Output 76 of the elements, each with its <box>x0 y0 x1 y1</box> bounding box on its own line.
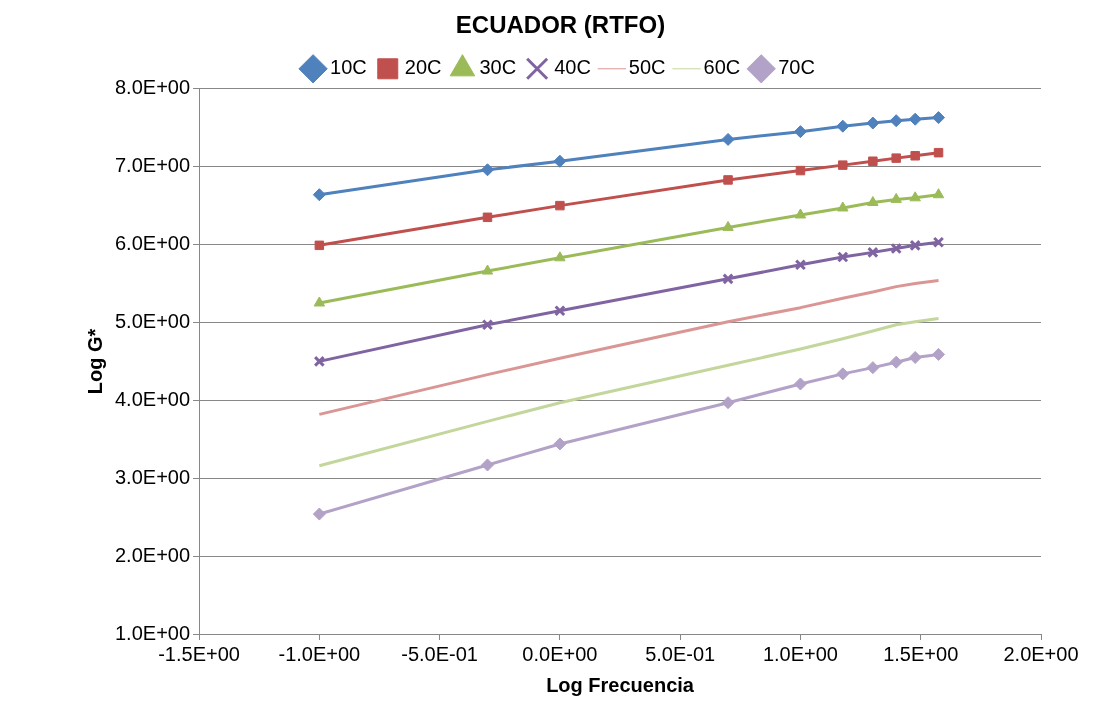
point <box>553 437 567 451</box>
x-tick-label: -1.5E+00 <box>158 642 240 665</box>
x-tick-label: 5.0E-01 <box>645 642 716 665</box>
point <box>890 242 902 255</box>
point <box>932 347 946 361</box>
point <box>933 147 944 158</box>
y-axis-title: Log G* <box>83 328 106 395</box>
point <box>795 165 806 176</box>
point <box>793 377 807 391</box>
x-tick-label: 2.0E+00 <box>1003 642 1079 665</box>
point <box>312 507 326 521</box>
point <box>868 156 878 166</box>
point <box>889 355 903 369</box>
point <box>836 367 850 381</box>
point <box>891 153 901 163</box>
point <box>908 112 922 126</box>
point <box>723 175 733 185</box>
point <box>867 196 879 207</box>
legend-label: 10C <box>330 56 367 79</box>
point <box>932 111 946 125</box>
point <box>481 319 494 331</box>
legend-label: 70C <box>778 56 815 79</box>
y-tick-label: 4.0E+00 <box>114 387 191 410</box>
point <box>836 119 850 133</box>
x-axis-title: Log Frecuencia <box>546 673 695 696</box>
y-tick-label: 5.0E+00 <box>114 309 191 332</box>
y-tick-label: 7.0E+00 <box>114 154 191 177</box>
point <box>553 154 567 168</box>
point <box>866 116 880 130</box>
x-tick-label: 0.0E+00 <box>522 642 598 665</box>
point <box>480 458 494 472</box>
point <box>721 132 735 146</box>
point <box>555 200 565 211</box>
x-tick-label: -5.0E-01 <box>401 642 478 665</box>
point <box>932 188 945 199</box>
point <box>721 396 735 410</box>
point <box>480 163 494 177</box>
point <box>909 239 921 252</box>
y-tick-label: 1.0E+00 <box>114 621 191 644</box>
point <box>866 361 880 375</box>
point <box>722 220 734 231</box>
legend-label: 20C <box>404 56 442 79</box>
point <box>909 191 921 202</box>
point <box>554 251 566 262</box>
point <box>908 351 922 365</box>
point <box>554 305 566 317</box>
y-tick-label: 2.0E+00 <box>114 543 191 566</box>
legend-label: 40C <box>554 56 591 79</box>
point <box>837 251 849 263</box>
point <box>837 201 849 212</box>
point <box>482 212 493 223</box>
legend-label: 60C <box>703 56 741 79</box>
point <box>794 259 807 271</box>
point <box>313 355 326 368</box>
point <box>481 264 494 275</box>
point <box>793 125 807 139</box>
chart-title: ECUADOR (RTFO) <box>455 11 666 39</box>
point <box>314 240 325 251</box>
x-tick-label: 1.0E+00 <box>762 642 838 665</box>
point <box>867 246 879 259</box>
point <box>794 208 807 219</box>
y-tick-label: 6.0E+00 <box>114 232 191 255</box>
point <box>889 114 903 128</box>
legend-label: 50C <box>628 56 666 79</box>
point <box>932 236 945 248</box>
y-tick-label: 8.0E+00 <box>114 76 191 99</box>
legend-label: 30C <box>479 56 517 79</box>
y-tick-label: 3.0E+00 <box>114 465 191 488</box>
point <box>890 192 902 203</box>
point <box>312 188 326 202</box>
point <box>313 296 326 307</box>
x-tick-label: 1.5E+00 <box>883 642 959 665</box>
point <box>722 273 734 285</box>
point <box>838 160 848 170</box>
x-tick-label: -1.0E+00 <box>278 642 361 665</box>
point <box>910 151 920 161</box>
